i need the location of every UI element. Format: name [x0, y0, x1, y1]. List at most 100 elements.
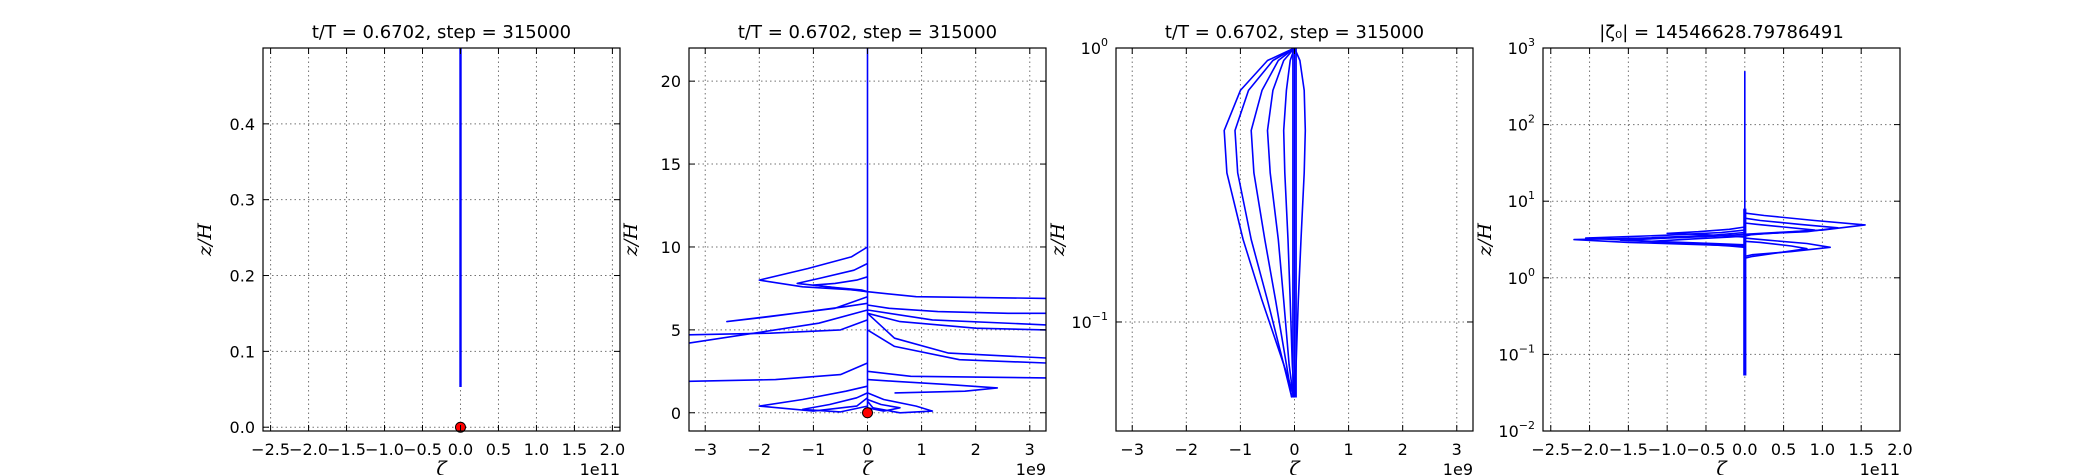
x-axis-label: ζ [1716, 458, 1728, 475]
series-line-10 [867, 309, 1046, 326]
x-tick-label: −1.0 [365, 440, 404, 459]
y-tick-label: 101 [1508, 189, 1535, 211]
series-line-3 [1250, 48, 1295, 398]
series-line-2 [1234, 48, 1295, 398]
series-line-19 [866, 392, 934, 414]
x-tick-label: 0.5 [1771, 440, 1796, 459]
x-axis-label: ζ [862, 458, 874, 475]
series-line-6 [689, 309, 868, 344]
series-line-13 [1744, 240, 1808, 259]
x-tick-label: 0.0 [1732, 440, 1757, 459]
series-line-3 [796, 262, 868, 293]
y-tick-label: 10−1 [1498, 342, 1535, 364]
x-offset-label: 1e9 [1443, 460, 1473, 475]
x-tick-label: −1 [1229, 440, 1253, 459]
y-tick-label: 102 [1508, 113, 1535, 135]
y-tick-label-exponent: 3 [1528, 36, 1535, 49]
y-tick-label-exponent: −1 [1519, 342, 1535, 355]
y-tick-label-base: 10 [1081, 39, 1101, 58]
marker-point [862, 407, 873, 419]
x-tick-label: 1 [916, 440, 926, 459]
x-tick-label: 0.0 [448, 440, 473, 459]
y-axis-label: z/H [1474, 223, 1496, 257]
y-tick-label-exponent: 0 [1528, 266, 1535, 279]
y-tick-label-base: 10 [1498, 422, 1518, 441]
plot-area [689, 48, 1046, 414]
y-tick-label-base: 10 [1508, 192, 1528, 211]
series-line-11 [1650, 235, 1745, 249]
x-tick-label: −0.5 [1687, 440, 1726, 459]
y-tick-label: 10−2 [1498, 419, 1535, 441]
x-tick-label: 2 [971, 440, 981, 459]
x-tick-label: −2.5 [251, 440, 290, 459]
plot-area [1573, 71, 1866, 376]
y-tick-label-base: 10 [1508, 116, 1528, 135]
y-tick-label: 0.2 [230, 267, 255, 286]
chart-panel-2: −3 −2 −1 0 1 2 3 0 5 10 15 20 t/T = 0.6702, step = 3… [620, 22, 1047, 475]
x-offset-label: 1e11 [1860, 460, 1900, 475]
x-tick-label: −2.0 [1570, 440, 1609, 459]
series-line-15 [867, 370, 1046, 379]
y-tick-label-base: 10 [1498, 345, 1518, 364]
x-tick-label: 3 [1025, 440, 1035, 459]
x-tick-label: 3 [1452, 440, 1462, 459]
axes-frame [262, 47, 621, 432]
x-tick-label: −1.5 [327, 440, 366, 459]
x-axis-label: ζ [436, 458, 448, 475]
chart-title: |ζ₀| = 14546628.79786491 [1599, 22, 1844, 43]
y-tick-label-base: 10 [1508, 269, 1528, 288]
series-line-8 [867, 290, 1046, 300]
y-tick-label: 10−1 [1071, 310, 1108, 332]
y-tick-label: 20 [661, 72, 681, 91]
series-line-17 [758, 385, 868, 412]
y-tick-label: 10 [661, 238, 681, 257]
y-tick-label: 0.4 [230, 115, 255, 134]
series-line-18 [801, 392, 868, 413]
x-tick-label: −2.5 [1531, 440, 1570, 459]
series-line-11 [867, 312, 1046, 331]
series-line-5 [726, 295, 868, 323]
series-line-13 [866, 312, 1046, 359]
series-line-16 [867, 378, 999, 394]
series-line-6 [1744, 222, 1816, 237]
chart-title: t/T = 0.6702, step = 315000 [312, 22, 571, 43]
x-offset-label: 1e11 [580, 460, 620, 475]
x-tick-label: −2 [748, 440, 772, 459]
series-line-4 [812, 276, 868, 293]
y-tick-label-base: 10 [1071, 313, 1091, 332]
series-line-1 [1223, 48, 1296, 398]
y-tick-label-base: 10 [1508, 39, 1528, 58]
y-tick-label: 0 [671, 404, 681, 423]
y-tick-label: 5 [671, 321, 681, 340]
chart-panel-1: −2.5 −2.0 −1.5 −1.0 −0.5 0.0 0.5 1.0 1.5 2.0 0.0 0.… [194, 22, 625, 475]
x-tick-label: 2.0 [1887, 440, 1912, 459]
plot-area [1223, 48, 1307, 398]
x-axis-label: ζ [1289, 458, 1301, 475]
y-tick-label: 15 [661, 155, 681, 174]
chart-title: t/T = 0.6702, step = 315000 [1165, 22, 1424, 43]
x-tick-label: 2 [1398, 440, 1408, 459]
series-line-12 [1744, 237, 1831, 258]
series-line-4 [1266, 48, 1296, 398]
x-offset-label: 1e9 [1016, 460, 1046, 475]
x-tick-label: −2.0 [289, 440, 328, 459]
x-tick-label: −2 [1175, 440, 1199, 459]
series-line-20 [867, 398, 901, 412]
x-tick-label: −1 [802, 440, 826, 459]
y-tick-label: 0.3 [230, 191, 255, 210]
y-tick-label: 103 [1508, 36, 1535, 58]
x-tick-label: −0.5 [403, 440, 442, 459]
y-axis-label: z/H [194, 223, 216, 257]
y-tick-label-exponent: −1 [1092, 310, 1108, 323]
y-tick-label: 100 [1508, 266, 1535, 288]
x-tick-label: −1.0 [1648, 440, 1687, 459]
x-tick-label: 1 [1343, 440, 1353, 459]
axes-frame [1542, 47, 1901, 432]
x-tick-label: 0 [1289, 440, 1299, 459]
y-tick-label-exponent: −2 [1519, 419, 1535, 432]
x-tick-label: 2.0 [600, 440, 625, 459]
series-line-12 [867, 329, 1046, 364]
x-tick-label: 0 [862, 440, 872, 459]
series-line-5 [1282, 48, 1296, 398]
